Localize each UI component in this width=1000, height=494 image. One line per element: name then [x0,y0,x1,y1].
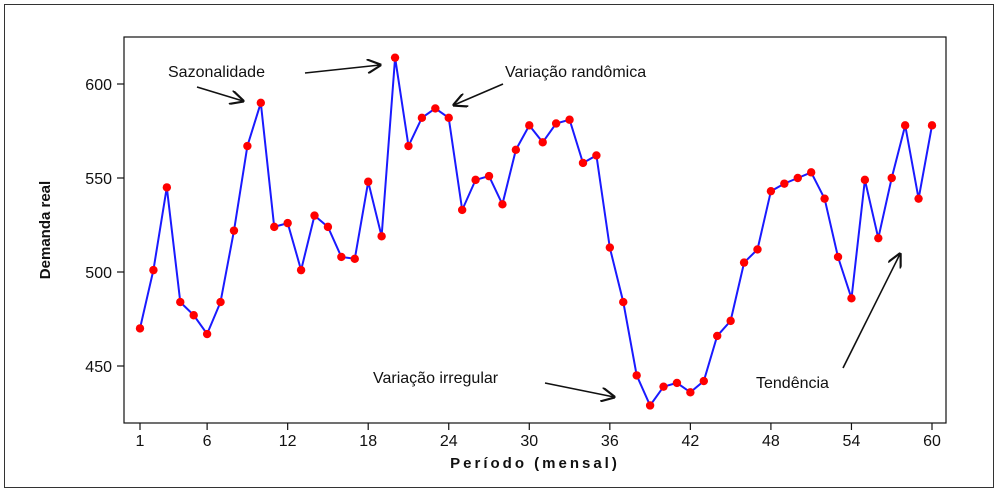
x-tick-label: 30 [520,433,538,450]
annotation-variacao-randomica: Variação randômica [505,64,646,81]
annotation-variacao-irregular: Variação irregular [373,370,499,387]
data-point [592,151,601,160]
data-point [444,113,453,123]
data-point [605,243,615,252]
data-point [887,173,896,183]
x-tick-label: 18 [359,433,377,450]
data-point [632,371,641,380]
x-tick-label: 60 [923,433,941,450]
data-point [484,171,494,181]
data-point [337,252,346,262]
data-point [243,141,252,151]
x-tick-label: 24 [440,433,458,450]
y-tick-label: 450 [85,359,112,376]
x-tick-label: 1 [136,433,145,450]
data-point [860,175,870,185]
plot-area [123,36,947,424]
data-point [296,265,306,275]
data-point [229,226,239,235]
data-point [900,121,910,130]
data-point [511,145,521,154]
data-point [914,194,923,203]
data-point [780,179,789,188]
data-point [323,222,333,232]
data-point [672,378,682,388]
data-point [766,186,776,196]
series-line [139,57,933,408]
data-point [833,252,843,262]
data-point [176,297,185,307]
data-point [149,265,158,275]
data-point [202,329,212,339]
data-point [350,254,359,264]
data-point [498,200,507,209]
x-axis: 1 6 12 18 24 30 36 42 48 54 60 [136,423,941,450]
y-tick-label: 600 [85,77,112,94]
data-point [538,138,547,147]
data-point [216,297,225,307]
data-point [404,141,413,151]
data-point [471,175,480,185]
x-tick-label: 54 [843,433,861,450]
y-tick-label: 550 [85,171,112,188]
data-point [135,324,145,333]
y-axis-title: Demanda real [37,181,54,279]
annotation-arrow [842,254,900,369]
data-point [927,121,937,130]
data-point [619,297,628,307]
annotation-arrow [454,83,504,105]
annotation-tendencia: Tendência [756,375,829,392]
data-point [659,382,668,391]
data-point [162,183,172,192]
data-point [820,194,829,203]
data-point [283,218,292,228]
data-point [364,177,373,186]
data-point [645,401,655,410]
data-point [874,233,883,243]
data-point [270,222,279,232]
series-points [135,53,937,410]
data-point [551,119,561,128]
data-point [565,115,574,124]
y-axis: 450 500 550 600 [85,77,124,376]
data-point [457,205,467,215]
y-tick-label: 500 [85,265,112,282]
x-tick-label: 36 [601,433,619,450]
data-point [686,388,695,397]
x-tick-label: 12 [279,433,297,450]
annotation-arrow [304,65,380,74]
data-point [726,316,735,326]
annotation-sazonalidade: Sazonalidade [168,64,265,81]
data-point [417,113,427,123]
chart-frame [4,4,994,488]
data-point [377,232,386,241]
data-point [713,331,722,341]
data-point [753,245,762,254]
data-point [578,158,588,168]
annotation-arrow [544,382,614,397]
data-point [189,311,198,320]
data-point [390,53,400,62]
x-tick-label: 6 [203,433,212,450]
data-point [739,258,749,267]
x-tick-label: 42 [681,433,699,450]
x-tick-label: 48 [762,433,780,450]
annotation-arrow [196,86,243,101]
x-axis-title: Período (mensal) [450,455,620,472]
data-point [310,211,319,220]
data-point [256,98,266,108]
data-point [793,173,802,183]
data-point [525,121,534,130]
data-point [699,376,708,386]
data-point [431,104,440,113]
data-point [806,168,816,177]
data-point [847,294,856,303]
